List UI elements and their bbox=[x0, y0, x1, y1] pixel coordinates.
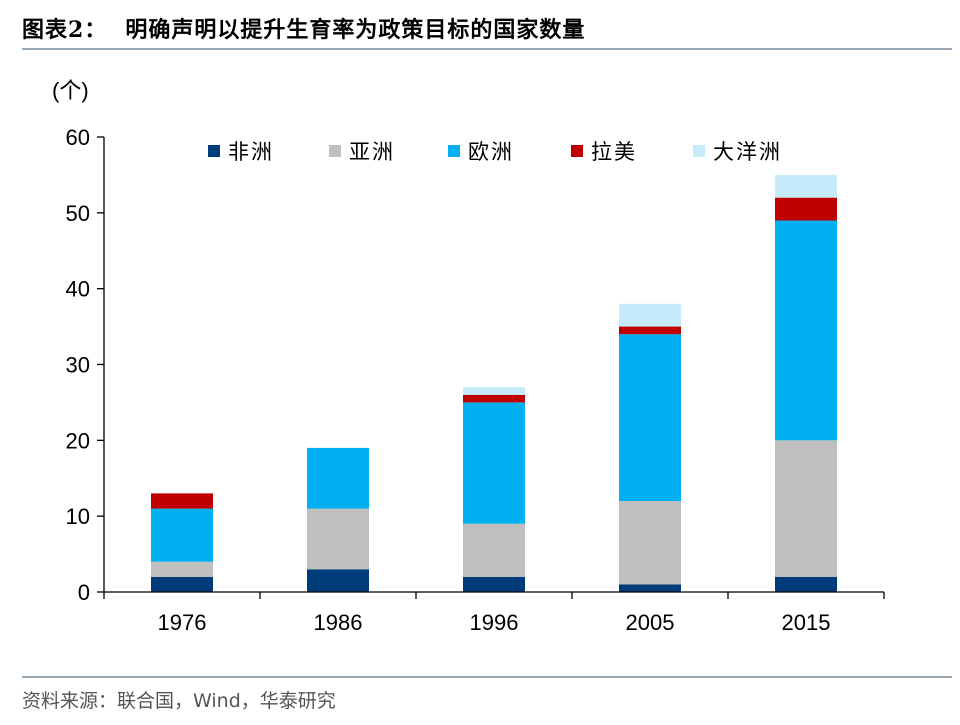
bar-segment-2015-series-3 bbox=[775, 197, 837, 221]
y-axis-label: (个) bbox=[52, 78, 89, 103]
bar-segment-1996-series-2 bbox=[463, 402, 525, 524]
figure-title-text: 明确声明以提升生育率为政策目标的国家数量 bbox=[125, 17, 586, 43]
y-tick-label-30: 30 bbox=[66, 353, 90, 378]
legend-swatch-1 bbox=[329, 145, 341, 157]
legend-label-4: 大洋洲 bbox=[713, 140, 782, 164]
bar-segment-1976-series-1 bbox=[151, 561, 213, 577]
y-tick-label-20: 20 bbox=[66, 428, 90, 453]
bar-segment-2015-series-2 bbox=[775, 220, 837, 441]
legend-label-2: 欧洲 bbox=[468, 140, 514, 164]
bar-segment-2005-series-0 bbox=[619, 584, 681, 592]
figure-label: 图表2： bbox=[22, 17, 108, 43]
bars-group bbox=[151, 174, 837, 593]
legend-swatch-3 bbox=[571, 145, 583, 157]
figure-source: 资料来源：联合国，Wind，华泰研究 bbox=[22, 690, 336, 712]
legend-label-3: 拉美 bbox=[591, 140, 637, 164]
bar-segment-1996-series-4 bbox=[463, 387, 525, 395]
bar-segment-1996-series-3 bbox=[463, 394, 525, 403]
y-tick-label-50: 50 bbox=[66, 201, 90, 226]
bar-segment-1996-series-0 bbox=[463, 576, 525, 592]
bar-segment-1986-series-0 bbox=[307, 569, 369, 593]
figure-title: 图表2： 明确声明以提升生育率为政策目标的国家数量 bbox=[22, 12, 585, 44]
x-tick-label-1986: 1986 bbox=[314, 610, 363, 635]
y-tick-label-0: 0 bbox=[78, 580, 90, 605]
y-tick-label-10: 10 bbox=[66, 504, 90, 529]
legend-label-0: 非洲 bbox=[228, 140, 274, 164]
bar-segment-1976-series-3 bbox=[151, 493, 213, 509]
legend: 非洲 亚洲 欧洲 拉美 大洋洲 bbox=[208, 140, 782, 164]
bar-segment-1976-series-0 bbox=[151, 576, 213, 592]
figure-header: 图表2： 明确声明以提升生育率为政策目标的国家数量 bbox=[22, 10, 952, 50]
bar-segment-2015-series-0 bbox=[775, 576, 837, 592]
bar-segment-2015-series-1 bbox=[775, 440, 837, 577]
x-tick-label-2015: 2015 bbox=[782, 610, 831, 635]
legend-swatch-0 bbox=[208, 145, 220, 157]
x-tick-label-2005: 2005 bbox=[626, 610, 675, 635]
axes-group: 0 10 20 30 40 50 60 1976 1986 1996 2005 2015 bbox=[66, 125, 885, 635]
legend-label-1: 亚洲 bbox=[349, 140, 395, 164]
bar-segment-1976-series-2 bbox=[151, 508, 213, 562]
y-tick-label-40: 40 bbox=[66, 277, 90, 302]
bar-segment-2005-series-4 bbox=[619, 303, 681, 327]
x-tick-label-1976: 1976 bbox=[158, 610, 207, 635]
y-tick-label-60: 60 bbox=[66, 125, 90, 150]
bar-segment-1986-series-2 bbox=[307, 447, 369, 509]
bar-segment-2005-series-2 bbox=[619, 334, 681, 501]
bar-segment-2005-series-3 bbox=[619, 326, 681, 335]
bar-segment-1996-series-1 bbox=[463, 523, 525, 577]
legend-swatch-4 bbox=[693, 145, 705, 157]
legend-swatch-2 bbox=[448, 145, 460, 157]
bar-segment-2005-series-1 bbox=[619, 501, 681, 585]
bar-segment-1986-series-1 bbox=[307, 508, 369, 570]
x-tick-label-1996: 1996 bbox=[470, 610, 519, 635]
bar-segment-2015-series-4 bbox=[775, 174, 837, 198]
figure-footer: 资料来源：联合国，Wind，华泰研究 bbox=[22, 676, 952, 712]
